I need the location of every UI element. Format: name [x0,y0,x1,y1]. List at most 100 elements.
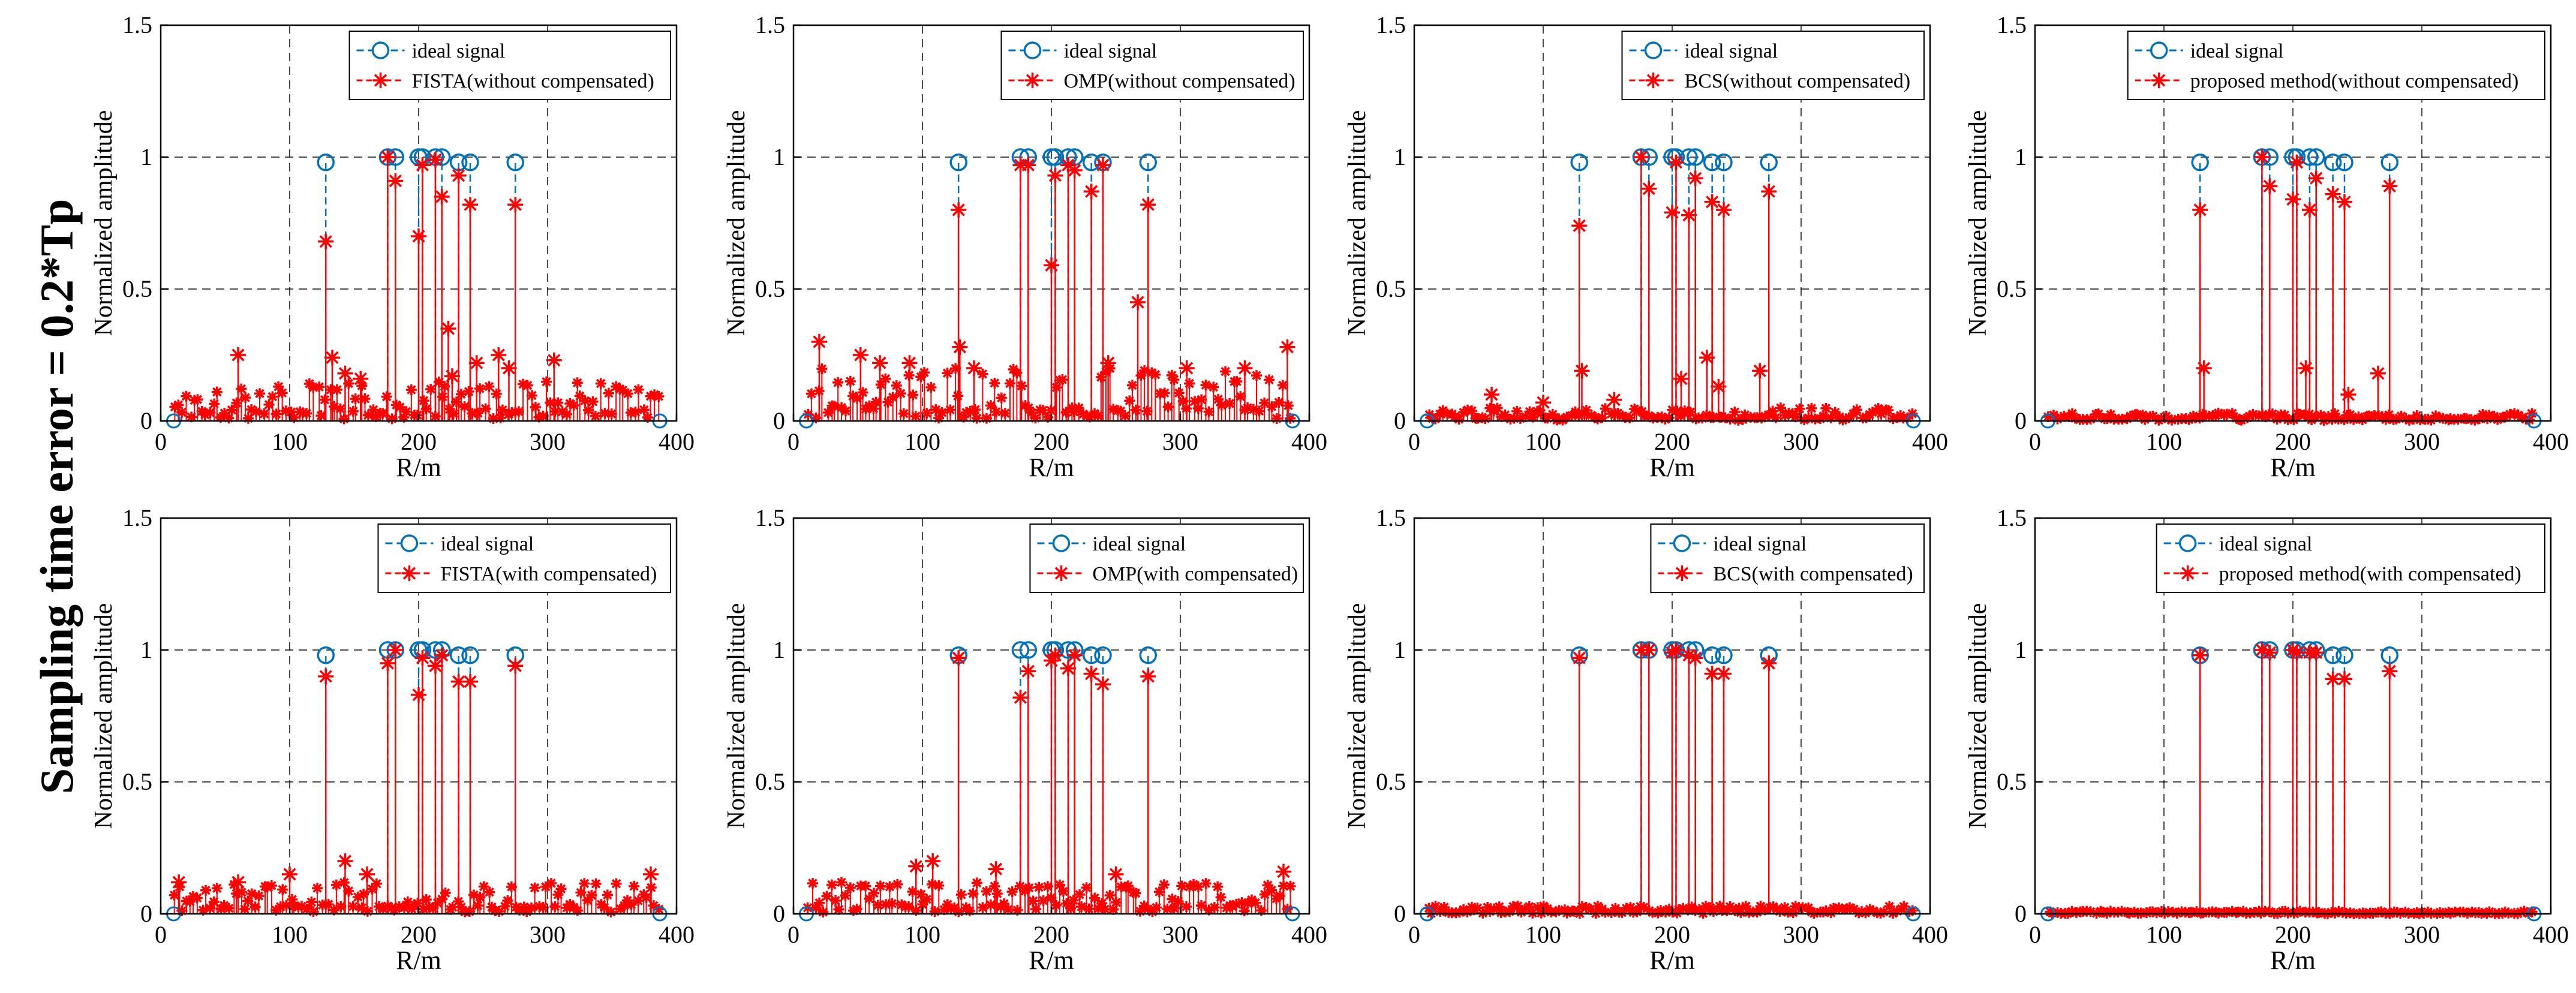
noise-marker [366,883,378,895]
y-tick-label: 1 [140,636,152,663]
noise-marker [599,408,611,419]
noise-marker [439,381,450,392]
ideal-marker [2380,646,2398,664]
y-tick-label: 1 [2015,143,2027,170]
recon-marker [427,152,443,168]
legend-marker-circle [2178,534,2197,552]
x-tick-label: 100 [1525,921,1561,948]
noise-marker [1213,393,1224,405]
noise-marker [1119,410,1131,422]
noise-marker [898,408,909,419]
noise-marker [1853,907,1865,919]
noise-marker [540,881,551,892]
recon-marker [546,352,562,368]
noise-marker [2236,414,2247,426]
noise-marker [1840,413,1851,425]
recon-marker [337,365,353,381]
noise-marker [276,387,288,399]
ideal-marker [2335,646,2353,664]
recon-marker [462,197,478,213]
noise-marker [870,396,882,408]
noise-marker [306,896,317,908]
recon-marker [2289,645,2305,661]
noise-marker [2356,414,2368,425]
noise-marker [219,407,230,419]
noise-marker [844,882,856,893]
noise-marker [301,408,312,419]
recon-marker [1761,655,1777,671]
noise-marker [1790,901,1801,912]
noise-marker [939,904,950,915]
noise-marker [586,889,597,901]
noise-marker [1122,880,1134,892]
legend-label: FISTA(with compensated) [440,563,657,585]
noise-marker [209,398,220,410]
recon-marker [1752,363,1768,379]
noise-marker [864,893,875,904]
x-tick-label: 200 [401,428,437,455]
noise-marker [2066,906,2078,917]
noise-marker [1104,890,1116,901]
noise-marker [1033,881,1045,893]
y-tick-label: 1.5 [1997,504,2027,531]
chart-proposed-with: 0 100 200 300 400 0 0.5 1 1.5 R/m Normalized ampli… [1964,504,2569,975]
recon-marker [1668,642,1684,658]
noise-marker [1208,381,1219,393]
noise-marker [633,895,644,907]
noise-marker [1586,410,1597,421]
noise-marker [1189,396,1201,407]
ideal-marker [1094,646,1112,664]
noise-marker [2526,408,2538,419]
legend-marker-star [2151,73,2167,88]
recon-marker [1083,666,1099,682]
noise-marker [1162,401,1174,413]
recon-marker [1641,180,1657,197]
noise-marker [1168,374,1180,386]
ideal-marker [317,154,335,171]
x-tick-label: 200 [2275,921,2311,948]
noise-marker [2166,414,2177,426]
x-tick-label: 100 [1525,428,1561,455]
noise-marker [1790,411,1801,423]
noise-marker [1430,413,1441,425]
x-axis-label: R/m [2270,946,2316,975]
noise-marker [1038,895,1049,906]
noise-marker [817,907,829,918]
x-tick-label: 300 [1162,428,1198,455]
noise-marker [488,413,499,424]
noise-marker [347,901,359,912]
noise-marker [530,402,541,413]
legend: ideal signal FISTA(without compensated) [348,31,671,100]
x-tick-label: 400 [1291,428,1327,455]
noise-marker [1203,904,1215,916]
noise-marker [1027,895,1039,907]
noise-marker [2135,907,2147,919]
x-tick-label: 0 [155,428,167,455]
noise-marker [1262,880,1273,891]
noise-marker [1878,906,1889,917]
noise-marker [267,391,278,402]
y-tick-label: 0 [1394,900,1406,927]
recon-marker [2340,387,2356,402]
noise-marker [319,394,330,405]
x-tick-label: 400 [1291,921,1327,948]
noise-marker [1092,410,1104,422]
legend-marker-star [1674,565,1690,581]
recon-marker [507,197,524,213]
noise-marker [907,389,919,401]
noise-marker [1466,405,1477,417]
noise-marker [1449,411,1460,423]
legend-marker-circle [1644,41,1663,59]
noise-marker [1141,405,1153,417]
noise-marker [2526,906,2538,917]
x-tick-label: 400 [659,921,695,948]
noise-marker [915,371,927,383]
x-tick-label: 300 [2404,428,2440,455]
recon-marker [444,368,460,384]
chart-proposed-without: 0 100 200 300 400 0 0.5 1 1.5 R/m Normalized ampli… [1964,11,2569,482]
noise-marker [1592,901,1603,912]
noise-marker [1724,413,1736,425]
noise-marker [2085,413,2096,425]
recon-marker [1681,647,1697,663]
legend-marker-circle [1052,534,1071,552]
